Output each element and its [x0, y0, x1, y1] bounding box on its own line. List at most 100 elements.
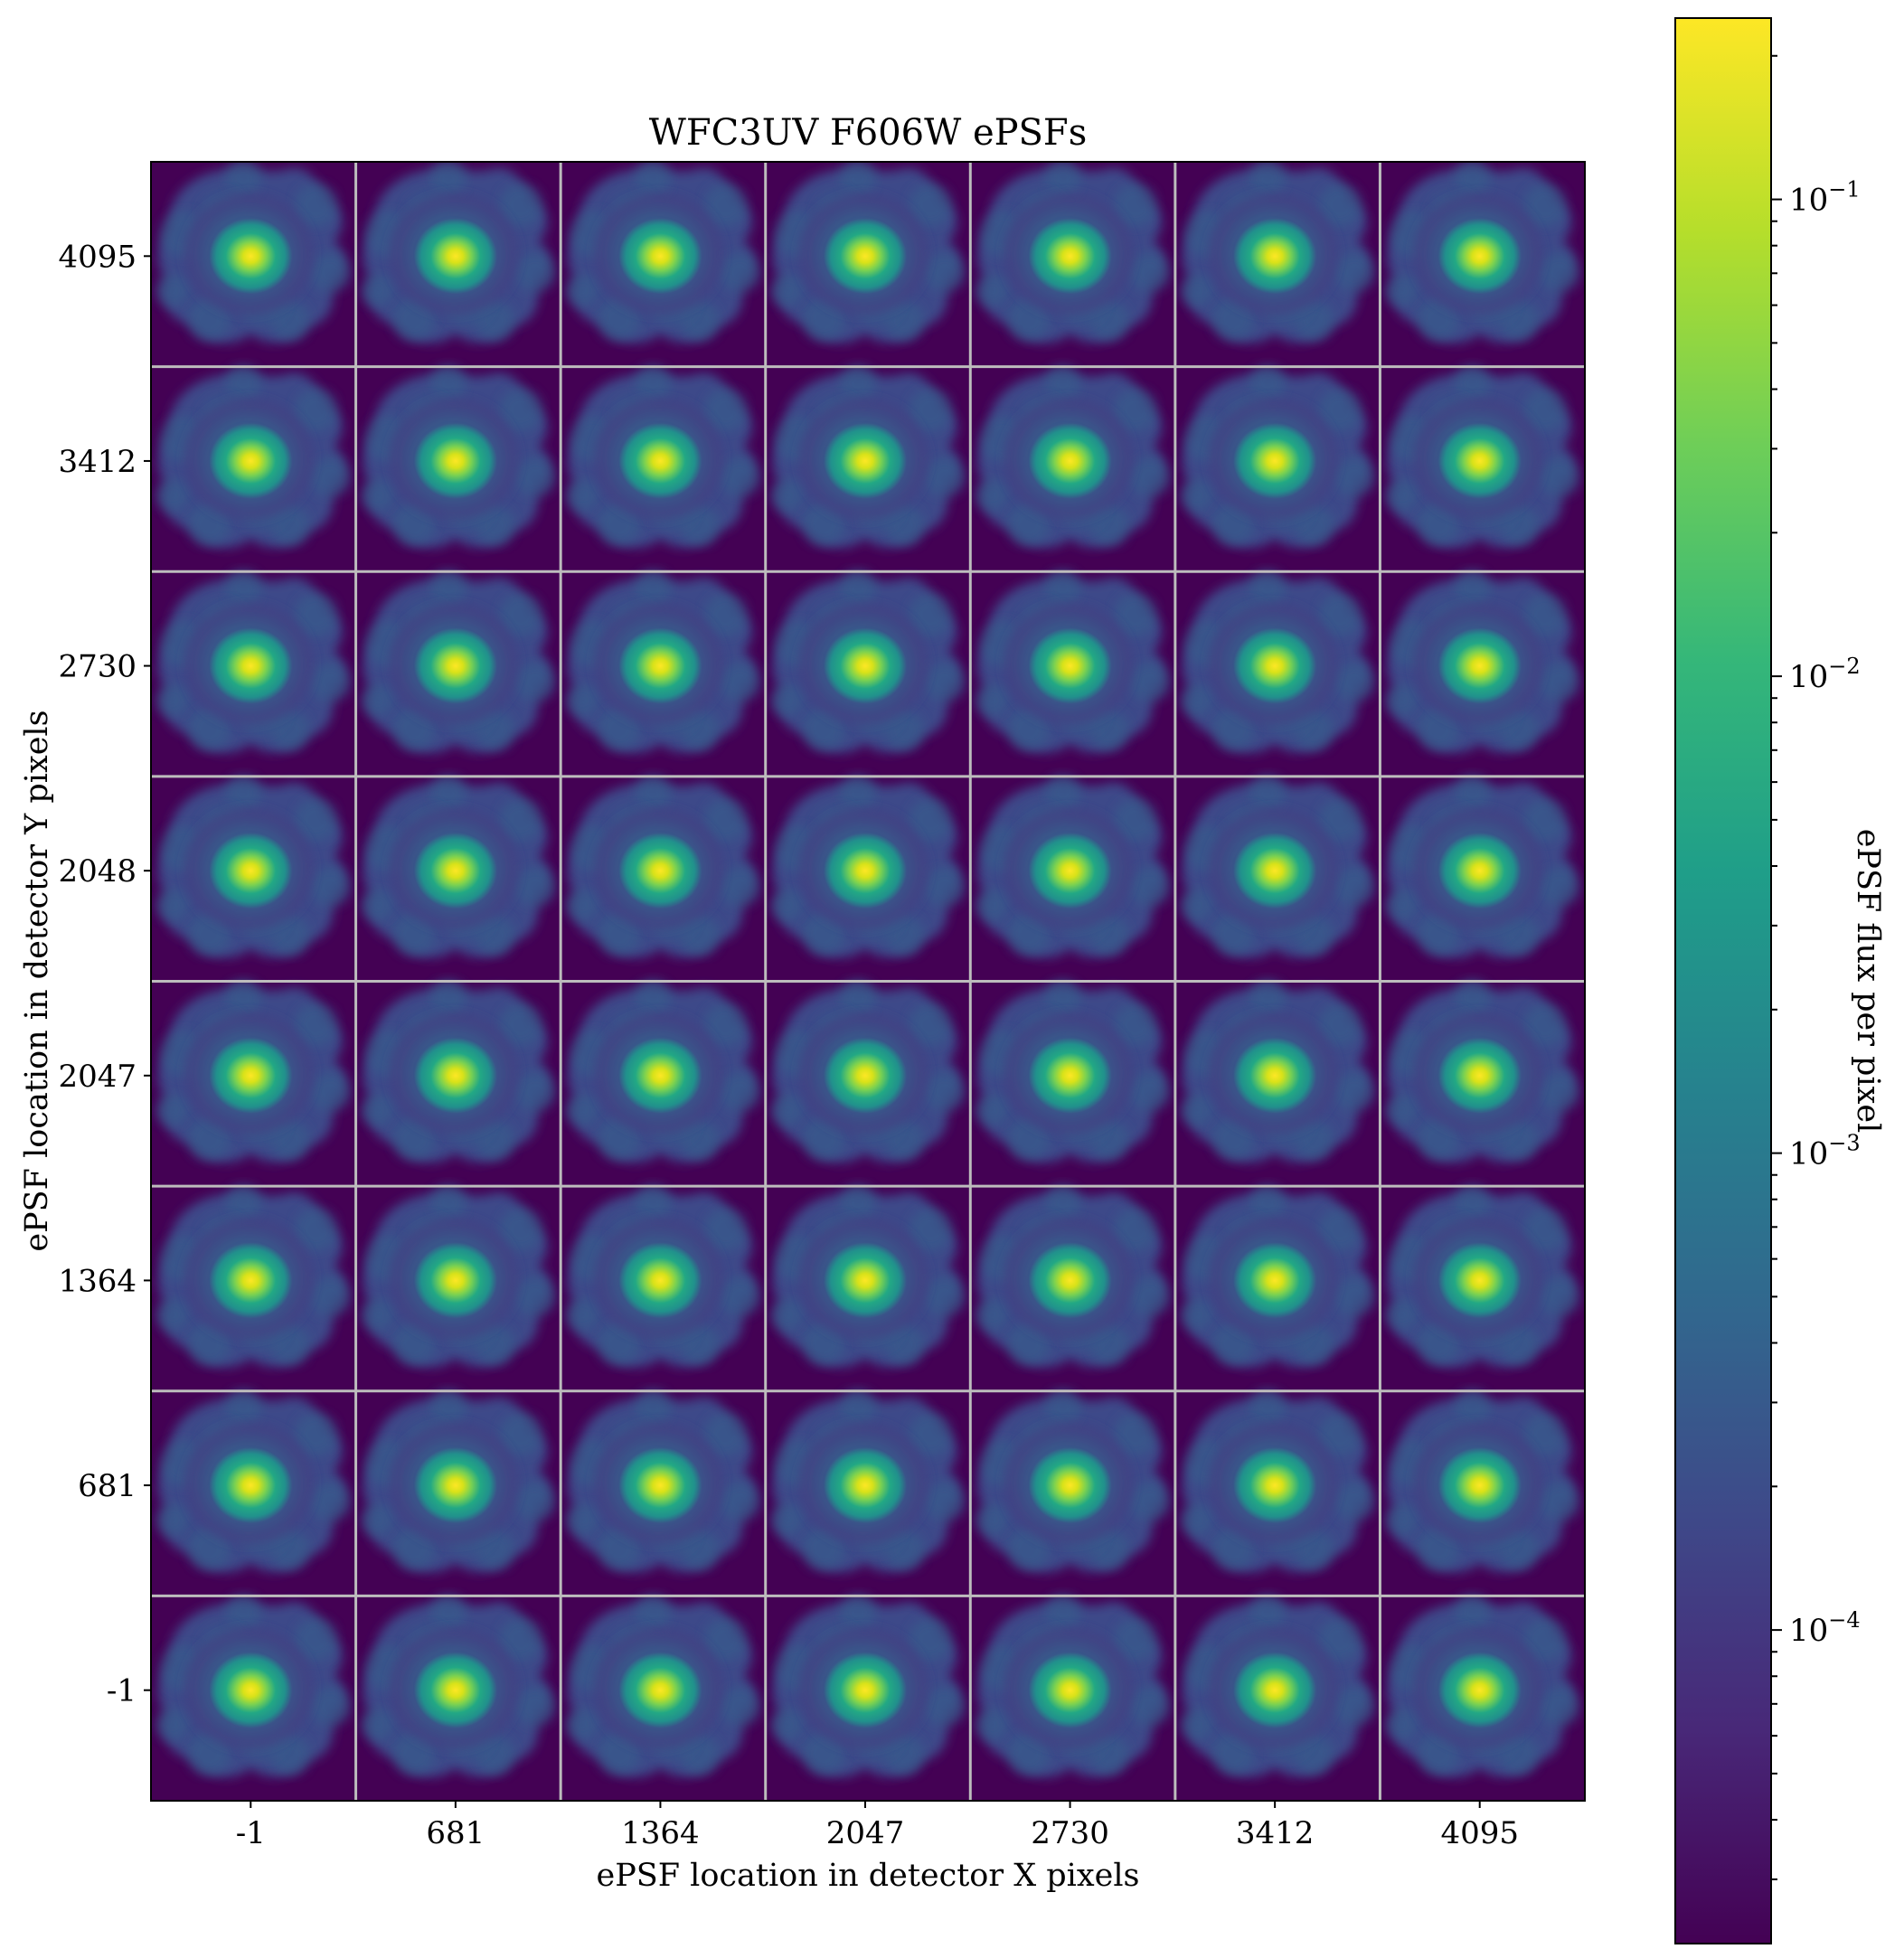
epsf-core	[1233, 218, 1317, 295]
epsf-core	[413, 627, 497, 704]
y-tick-label: 1364	[58, 1263, 137, 1299]
epsf-cell	[1385, 1594, 1579, 1777]
epsf-cell	[361, 162, 555, 344]
epsf-cell	[1181, 162, 1375, 344]
epsf-cell	[771, 364, 965, 548]
epsf-cell	[156, 570, 351, 753]
epsf-core	[1028, 1037, 1112, 1114]
epsf-cell	[976, 364, 1170, 548]
epsf-core	[1437, 422, 1522, 499]
epsf-core	[413, 1037, 497, 1114]
epsf-cell	[566, 364, 760, 548]
epsf-core	[209, 627, 293, 704]
epsf-core	[209, 218, 293, 295]
x-axis-label: ePSF location in detector X pixels	[597, 1858, 1140, 1894]
epsf-cell	[361, 1389, 555, 1573]
epsf-cell	[566, 1389, 760, 1573]
epsf-cell	[1181, 570, 1375, 753]
epsf-cell	[1385, 979, 1579, 1163]
epsf-core	[413, 422, 497, 499]
epsf-core	[413, 1652, 497, 1728]
epsf-cell	[566, 775, 760, 958]
y-tick-label: 681	[78, 1468, 137, 1504]
y-tick-label: 2047	[58, 1059, 137, 1095]
x-tick-label: 681	[426, 1815, 485, 1851]
epsf-cell	[361, 570, 555, 753]
epsf-core	[1028, 833, 1112, 909]
epsf-cell	[361, 775, 555, 958]
y-tick-label: 2730	[58, 649, 137, 685]
epsf-core	[824, 833, 907, 909]
epsf-cell	[566, 162, 760, 344]
epsf-cell	[1385, 364, 1579, 548]
colorbar	[1674, 17, 1772, 1944]
epsf-core	[1233, 1037, 1317, 1114]
epsf-cell	[976, 1389, 1170, 1573]
epsf-cell	[771, 1389, 965, 1573]
epsf-cell	[1181, 775, 1375, 958]
epsf-core	[1437, 218, 1522, 295]
colorbar-tick-label: 10−1	[1789, 177, 1861, 219]
epsf-cell	[771, 775, 965, 958]
epsf-cell	[566, 1184, 760, 1368]
epsf-cell	[1385, 162, 1579, 344]
epsf-cell	[156, 979, 351, 1163]
epsf-cell	[156, 1594, 351, 1777]
epsf-core	[1437, 1037, 1522, 1114]
epsf-cell	[566, 979, 760, 1163]
epsf-core	[1028, 627, 1112, 704]
epsf-cell	[1181, 979, 1375, 1163]
y-tick-label: 2048	[58, 853, 137, 890]
colorbar-tick-label: 10−4	[1789, 1607, 1861, 1649]
y-tick-label: 3412	[58, 444, 137, 480]
epsf-core	[1437, 1242, 1522, 1319]
epsf-cell	[771, 162, 965, 344]
epsf-core	[1233, 1242, 1317, 1319]
y-axis-label: ePSF location in detector Y pixels	[19, 710, 55, 1251]
epsf-cell	[771, 1594, 965, 1777]
epsf-cell	[361, 1594, 555, 1777]
epsf-cell	[1385, 775, 1579, 958]
epsf-cell	[361, 979, 555, 1163]
x-tick-label: 1364	[621, 1815, 700, 1851]
colorbar-ticks: 10−1 10−2 10−3 10−4	[1771, 54, 1861, 1880]
x-tick-label: 2730	[1031, 1815, 1109, 1851]
epsf-core	[413, 1242, 497, 1319]
epsf-core	[1233, 422, 1317, 499]
epsf-core	[413, 218, 497, 295]
epsf-cell	[976, 775, 1170, 958]
epsf-cell	[1385, 1389, 1579, 1573]
x-tick-label: 3412	[1236, 1815, 1315, 1851]
epsf-core	[824, 1037, 907, 1114]
epsf-core	[824, 1447, 907, 1524]
epsf-core	[1437, 1447, 1522, 1524]
epsf-core	[1233, 1652, 1317, 1728]
epsf-core	[618, 218, 702, 295]
grid-separators	[151, 162, 1585, 1801]
epsf-core	[1233, 627, 1317, 704]
epsf-core	[618, 627, 702, 704]
epsf-grid	[156, 162, 1579, 1777]
epsf-cell	[1181, 1594, 1375, 1777]
epsf-core	[618, 1447, 702, 1524]
epsf-cell	[976, 979, 1170, 1163]
epsf-cell	[566, 570, 760, 753]
epsf-core	[1028, 422, 1112, 499]
epsf-core	[209, 833, 293, 909]
y-tick-label: 4095	[58, 239, 137, 275]
x-tick-label: -1	[236, 1815, 266, 1851]
epsf-cell	[976, 1184, 1170, 1368]
epsf-cell	[566, 1594, 760, 1777]
epsf-core	[824, 422, 907, 499]
epsf-core	[618, 1242, 702, 1319]
epsf-core	[1437, 627, 1522, 704]
epsf-cell	[156, 775, 351, 958]
epsf-cell	[361, 1184, 555, 1368]
epsf-cell	[976, 1594, 1170, 1777]
epsf-core	[824, 1242, 907, 1319]
epsf-core	[1233, 833, 1317, 909]
epsf-cell	[156, 1184, 351, 1368]
colorbar-label: ePSF flux per pixel	[1850, 829, 1886, 1134]
epsf-core	[1437, 833, 1522, 909]
epsf-core	[618, 422, 702, 499]
